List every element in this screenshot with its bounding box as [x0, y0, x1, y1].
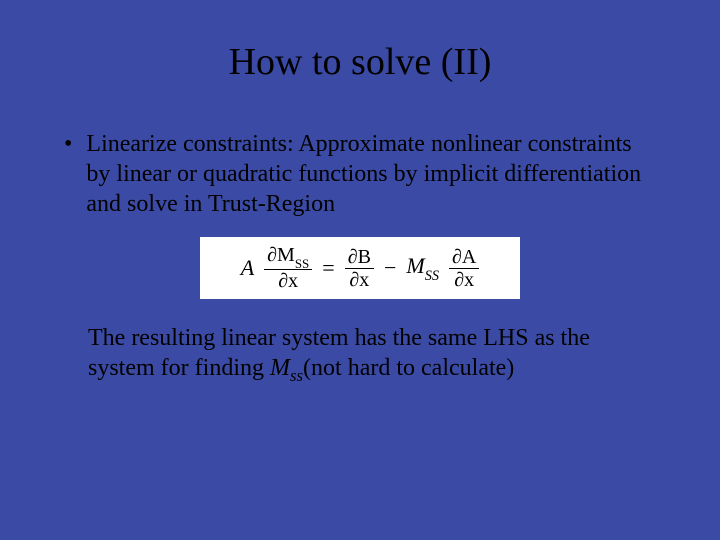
eq-lhs-frac: ∂MSS ∂x [264, 245, 312, 291]
slide-container: How to solve (II) • Linearize constraint… [0, 0, 720, 540]
slide-title: How to solve (II) [60, 40, 660, 84]
equation-box: A ∂MSS ∂x = ∂B ∂x − MSS ∂A ∂x [200, 237, 520, 299]
followup-text: The resulting linear system has the same… [88, 323, 650, 387]
eq-rhs1-frac: ∂B ∂x [345, 247, 374, 290]
followup-var-sub: ss [290, 366, 303, 385]
eq-equals: = [322, 255, 334, 281]
eq-rhs2-num: ∂A [449, 247, 479, 269]
eq-rhs2-coeff: MSS [406, 253, 439, 283]
equation: A ∂MSS ∂x = ∂B ∂x − MSS ∂A ∂x [241, 245, 480, 291]
bullet-item: • Linearize constraints: Approximate non… [60, 129, 660, 219]
eq-rhs2-den: ∂x [451, 269, 477, 290]
eq-minus: − [384, 255, 396, 281]
eq-rhs1-den: ∂x [346, 269, 372, 290]
followup-var: M [270, 355, 290, 381]
bullet-marker: • [64, 129, 72, 159]
followup-post: (not hard to calculate) [303, 355, 514, 381]
eq-rhs2-frac: ∂A ∂x [449, 247, 479, 290]
eq-rhs1-num: ∂B [345, 247, 374, 269]
eq-lhs-den: ∂x [275, 270, 301, 291]
eq-lhs-coeff: A [241, 255, 254, 281]
bullet-text: Linearize constraints: Approximate nonli… [86, 129, 660, 219]
eq-lhs-num: ∂MSS [267, 244, 309, 266]
